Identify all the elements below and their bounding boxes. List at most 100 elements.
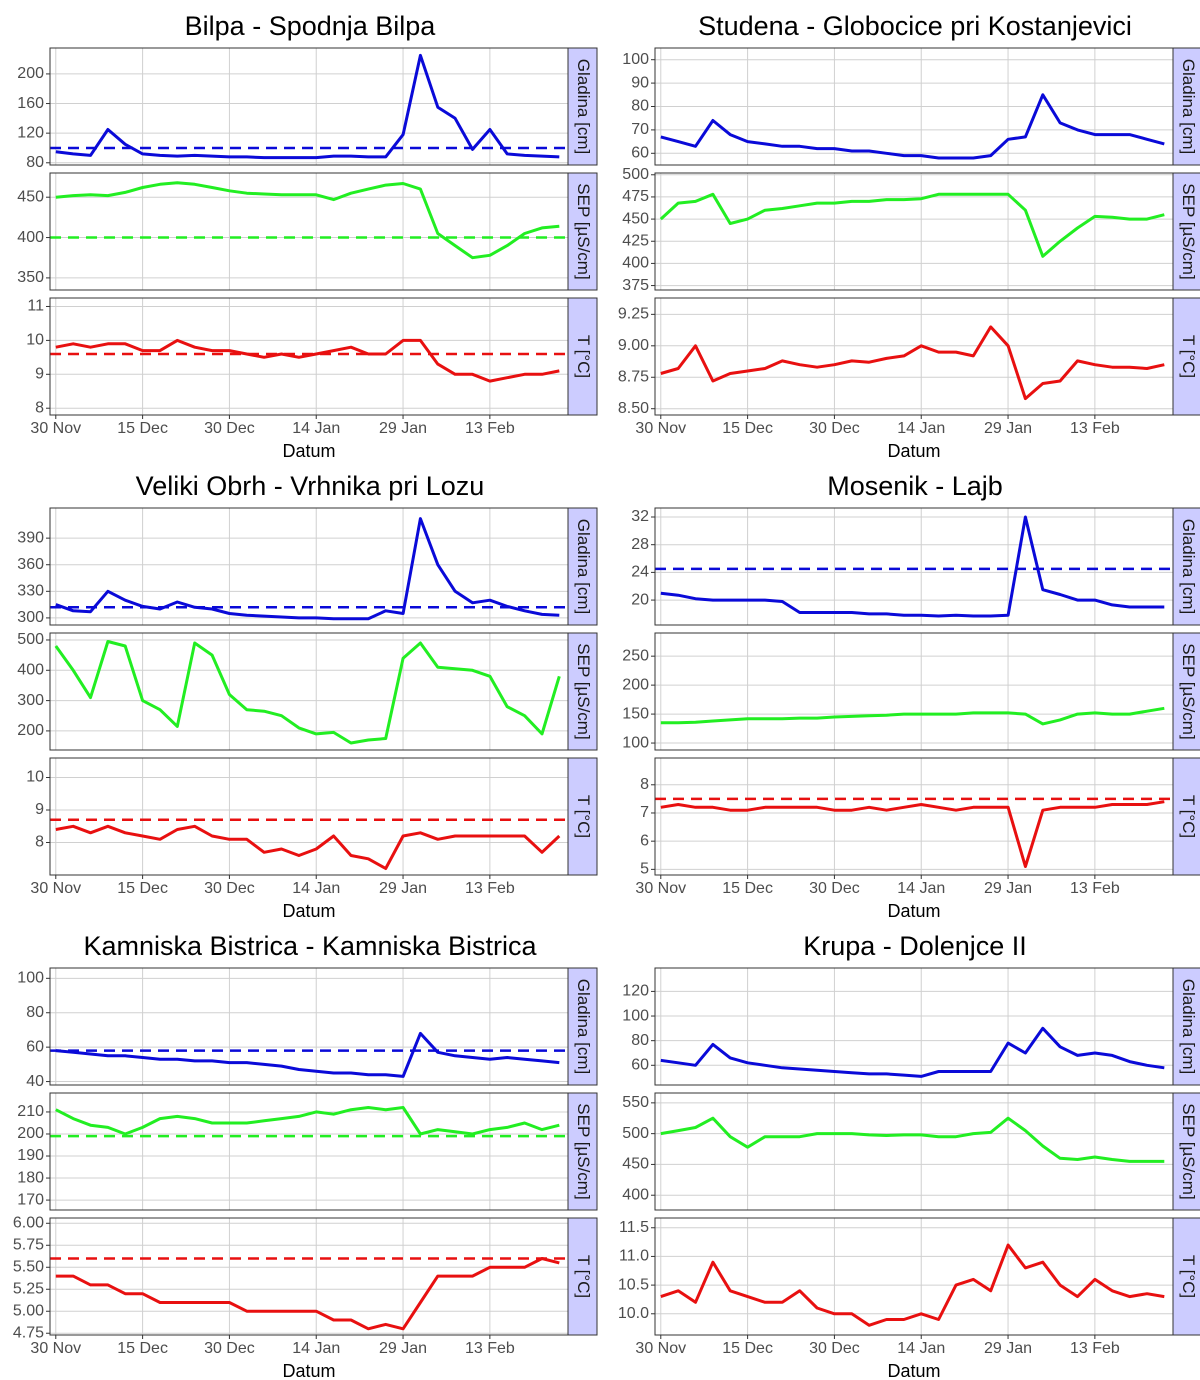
- y-tick-label: 375: [622, 277, 649, 294]
- data-line: [55, 181, 560, 260]
- x-axis-title: Datum: [887, 1361, 940, 1380]
- strip: [1172, 297, 1200, 416]
- y-tick-label: 150: [622, 705, 649, 722]
- y-tick-label: 11.5: [619, 1219, 649, 1236]
- y-tick-label: 300: [17, 609, 44, 626]
- x-tick-label: 30 Nov: [635, 880, 686, 897]
- y-tick-label: 6: [640, 832, 649, 849]
- x-tick-label: 29 Jan: [984, 1340, 1032, 1357]
- y-tick-label: 390: [17, 529, 44, 546]
- x-tick-label: 29 Jan: [379, 420, 427, 437]
- y-tick-label: 100: [622, 51, 649, 68]
- y-tick-label: 8: [35, 834, 44, 851]
- data-line: [54, 640, 561, 745]
- y-tick-label: 350: [17, 269, 44, 286]
- y-tick-label: 11: [27, 298, 44, 315]
- y-tick-label: 5.00: [13, 1302, 44, 1319]
- strip-label: SEP [µS/cm]: [574, 183, 593, 279]
- y-tick-label: 4.75: [13, 1324, 44, 1341]
- x-tick-label: 13 Feb: [465, 880, 515, 897]
- data-line: [660, 1243, 1165, 1327]
- panel-background: [655, 758, 1173, 875]
- panel-marks: [50, 818, 568, 870]
- x-tick-label: 30 Nov: [30, 420, 81, 437]
- data-line: [660, 1116, 1165, 1163]
- x-tick-label: 15 Dec: [722, 1340, 773, 1357]
- y-tick-label: 200: [17, 1125, 44, 1142]
- y-tick-label: 80: [26, 1004, 44, 1021]
- y-tick-label: 8: [640, 776, 649, 793]
- panel-marks: [50, 53, 568, 160]
- y-tick-label: 500: [17, 631, 44, 648]
- strip: [1172, 1092, 1200, 1211]
- x-axis-title: Datum: [282, 1361, 335, 1380]
- panel-marks: [50, 338, 568, 383]
- y-tick-label: 450: [622, 1156, 649, 1173]
- strip: [1172, 757, 1200, 876]
- x-tick-label: 30 Dec: [809, 1340, 860, 1357]
- x-tick-label: 14 Jan: [897, 880, 945, 897]
- strip-label: SEP [µS/cm]: [1179, 1103, 1198, 1199]
- x-tick-label: 30 Nov: [635, 420, 686, 437]
- x-tick-label: 15 Dec: [117, 1340, 168, 1357]
- strip-label: T [°C]: [1179, 1255, 1198, 1298]
- x-tick-label: 13 Feb: [1070, 1340, 1120, 1357]
- strip: [567, 757, 598, 876]
- y-tick-label: 100: [17, 970, 44, 987]
- strip: [567, 632, 598, 751]
- y-tick-label: 9.00: [618, 337, 649, 354]
- panel-background: [50, 173, 568, 290]
- y-tick-label: 250: [622, 647, 649, 664]
- x-tick-label: 15 Dec: [117, 880, 168, 897]
- strip: [567, 1217, 598, 1336]
- y-tick-label: 100: [622, 734, 649, 751]
- chart-title: Bilpa - Spodnja Bilpa: [185, 11, 437, 41]
- y-tick-label: 7: [640, 804, 649, 821]
- strip-label: T [°C]: [574, 1255, 593, 1298]
- y-tick-label: 80: [631, 1032, 649, 1049]
- data-line: [660, 515, 1165, 618]
- y-tick-label: 400: [622, 1186, 649, 1203]
- x-tick-label: 14 Jan: [292, 420, 340, 437]
- data-line: [660, 325, 1165, 401]
- panel-marks: [54, 640, 561, 745]
- x-tick-label: 15 Dec: [722, 880, 773, 897]
- strip-label: SEP [µS/cm]: [574, 643, 593, 739]
- strip: [1172, 1217, 1200, 1336]
- chart-title: Kamniska Bistrica - Kamniska Bistrica: [83, 931, 537, 961]
- x-axis-title: Datum: [282, 441, 335, 461]
- y-tick-label: 100: [622, 1007, 649, 1024]
- y-tick-label: 70: [631, 121, 649, 138]
- y-tick-label: 200: [17, 722, 44, 739]
- strip-label: SEP [µS/cm]: [1179, 183, 1198, 279]
- y-tick-label: 170: [17, 1191, 44, 1208]
- x-tick-label: 14 Jan: [292, 880, 340, 897]
- x-tick-label: 15 Dec: [117, 420, 168, 437]
- strip-label: T [°C]: [574, 795, 593, 838]
- panel-marks: [50, 181, 568, 260]
- strip-label: Gladina [cm]: [574, 59, 593, 154]
- strip: [567, 1092, 598, 1211]
- data-line: [55, 53, 560, 160]
- y-tick-label: 300: [17, 692, 44, 709]
- panel-background: [655, 298, 1173, 415]
- y-tick-label: 10.5: [618, 1276, 649, 1293]
- strip-label: T [°C]: [574, 335, 593, 378]
- y-tick-label: 500: [622, 1125, 649, 1142]
- data-line: [660, 706, 1165, 726]
- panel-marks: [50, 1031, 568, 1078]
- y-tick-label: 400: [17, 662, 44, 679]
- x-tick-label: 30 Dec: [204, 880, 255, 897]
- y-tick-label: 5.50: [13, 1258, 44, 1275]
- panel-background: [50, 1218, 568, 1335]
- y-tick-label: 200: [17, 65, 44, 82]
- panel-marks: [660, 1243, 1165, 1327]
- data-line: [55, 1106, 560, 1136]
- strip: [567, 172, 598, 291]
- panel-background: [655, 173, 1173, 290]
- y-tick-label: 24: [631, 564, 649, 581]
- y-tick-label: 80: [631, 98, 649, 115]
- x-tick-label: 29 Jan: [984, 420, 1032, 437]
- y-tick-label: 200: [622, 676, 649, 693]
